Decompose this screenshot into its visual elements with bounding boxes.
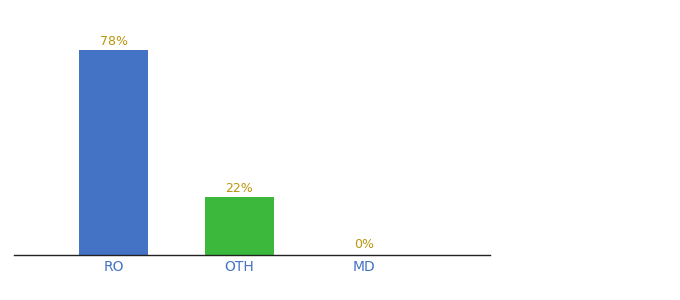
Bar	[80, 50, 148, 255]
Text: 78%: 78%	[100, 34, 128, 48]
Text: 0%: 0%	[354, 238, 374, 251]
Text: 22%: 22%	[225, 182, 253, 195]
Bar	[205, 197, 273, 255]
